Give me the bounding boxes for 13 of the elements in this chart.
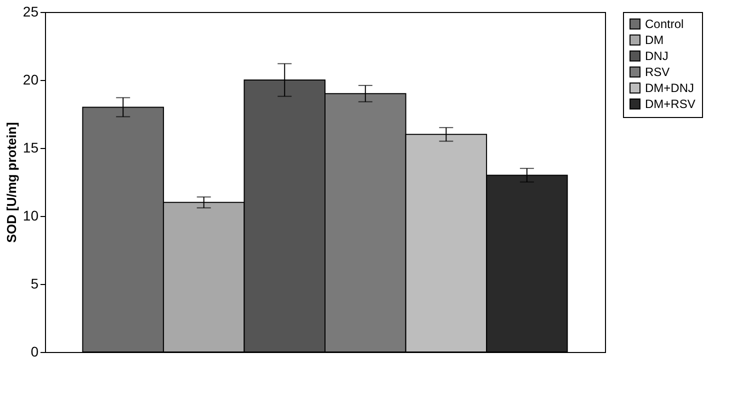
legend-label: DNJ (645, 49, 668, 63)
y-tick-label: 10 (22, 208, 39, 224)
y-tick-label: 0 (30, 344, 39, 360)
y-tick-label: 25 (22, 4, 39, 20)
legend-label: DM+RSV (645, 97, 696, 111)
y-tick-label: 15 (22, 140, 39, 156)
y-axis-title: SOD [U/mg protein] (4, 122, 19, 243)
legend-label: RSV (645, 65, 670, 79)
y-tick-label: 5 (30, 276, 39, 292)
legend-label: DM+DNJ (645, 81, 694, 95)
legend-label: Control (645, 17, 684, 31)
y-tick-label: 20 (22, 72, 39, 88)
legend-label: DM (645, 33, 664, 47)
